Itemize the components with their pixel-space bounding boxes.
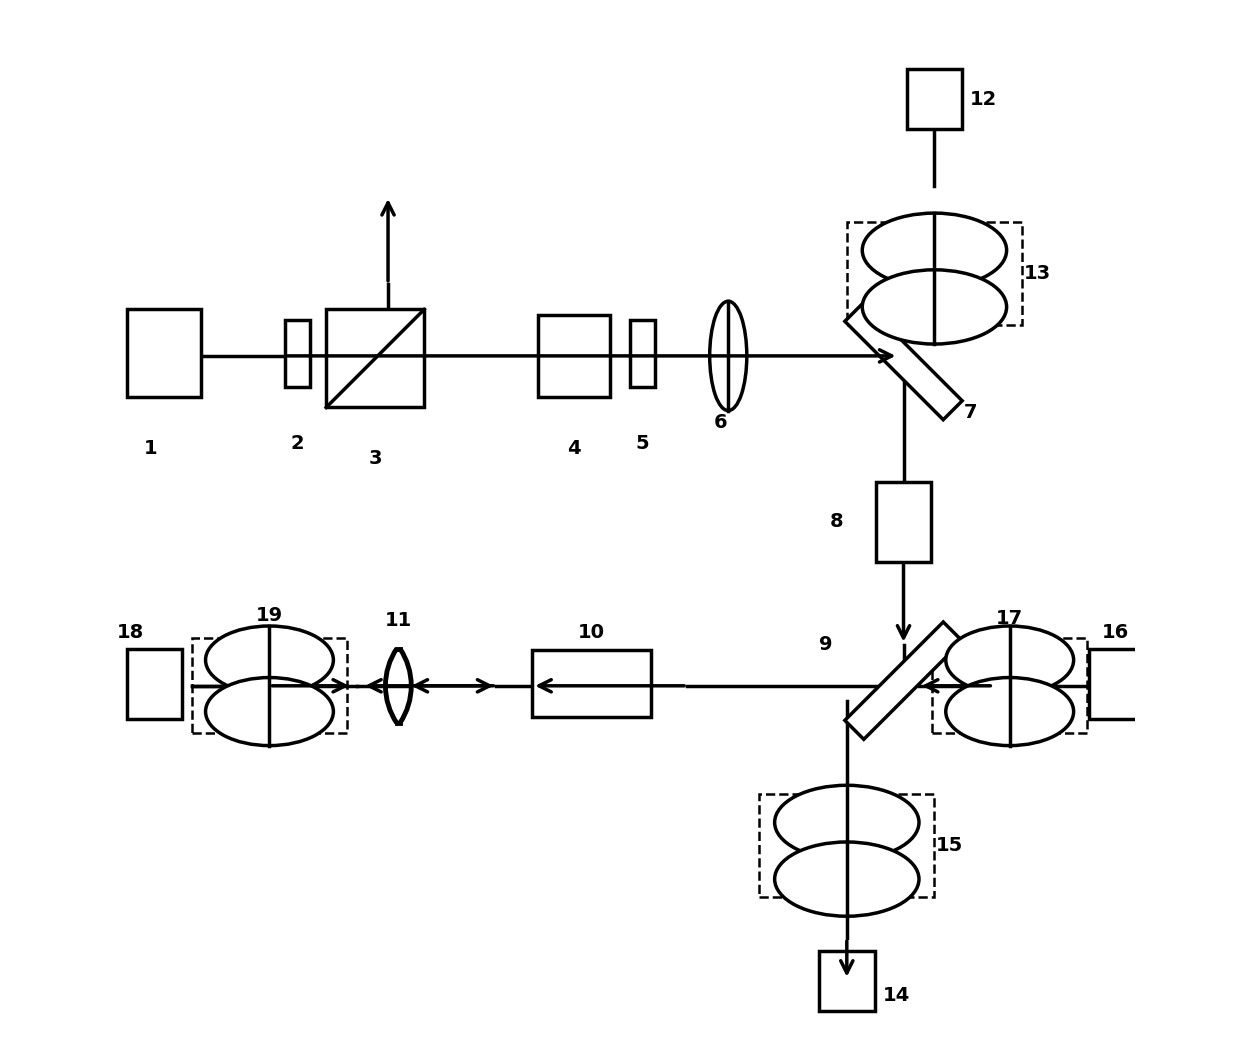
Ellipse shape [862,269,1007,344]
Bar [932,639,1087,733]
Bar [906,69,962,129]
Text: 6: 6 [714,413,728,432]
Text: 7: 7 [963,403,977,422]
Bar [818,951,874,1011]
Ellipse shape [775,785,919,859]
Text: 12: 12 [971,89,997,108]
Text: 2: 2 [290,434,304,453]
Text: 3: 3 [368,449,382,468]
Text: 4: 4 [567,439,580,459]
Bar [128,649,182,719]
Ellipse shape [946,626,1074,694]
Bar [875,482,931,562]
Text: 14: 14 [883,986,910,1005]
Bar [192,639,347,733]
Polygon shape [844,302,962,420]
Ellipse shape [862,214,1007,287]
Bar [326,309,424,407]
Text: 15: 15 [936,836,963,855]
Bar [128,309,201,397]
Text: 1: 1 [144,439,157,459]
Text: 11: 11 [384,611,412,630]
Ellipse shape [709,301,746,410]
Ellipse shape [775,842,919,916]
Text: 17: 17 [996,609,1023,628]
Bar [285,320,310,387]
Text: 5: 5 [636,434,650,453]
Text: 16: 16 [1102,623,1130,642]
Text: 8: 8 [830,512,843,531]
Bar [532,650,651,716]
Bar [847,222,1022,325]
Polygon shape [844,622,962,740]
Bar [759,794,935,897]
Bar [1089,649,1143,719]
Text: 13: 13 [1024,264,1052,283]
Text: 18: 18 [117,623,144,642]
Ellipse shape [206,626,334,694]
Text: 9: 9 [820,635,833,654]
Text: 10: 10 [578,623,605,642]
Ellipse shape [946,677,1074,746]
Bar [630,320,655,387]
Bar [537,315,610,397]
Ellipse shape [206,677,334,746]
Text: 19: 19 [255,606,283,625]
